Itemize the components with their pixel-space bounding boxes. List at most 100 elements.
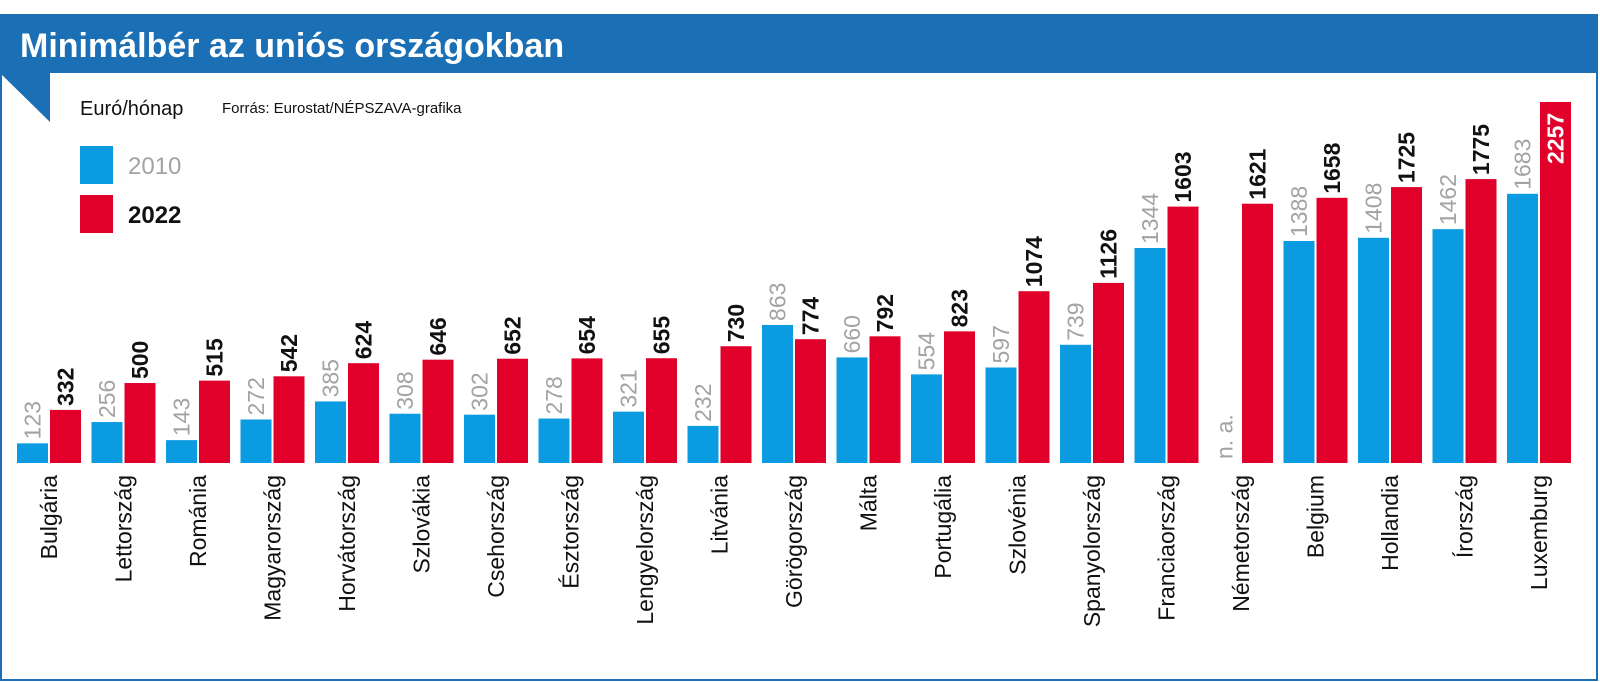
value-label-2010: 272	[243, 377, 269, 415]
bar-2022	[944, 331, 975, 463]
bar-2022	[199, 380, 230, 463]
bar-2010	[464, 414, 495, 463]
bar-2022	[1018, 291, 1050, 463]
legend-label-2010: 2010	[128, 153, 181, 180]
value-label-2010: 123	[20, 401, 46, 439]
legend-swatch-2010	[80, 146, 113, 184]
value-label-2010: 660	[839, 315, 865, 353]
value-label-2022: 654	[574, 316, 600, 355]
value-label-2022: 792	[872, 294, 898, 332]
bar-2022	[720, 346, 752, 463]
bar-2010	[389, 413, 421, 463]
bar-2022	[422, 359, 454, 463]
value-label-2010: 302	[467, 372, 493, 410]
value-label-2010: 863	[765, 283, 791, 321]
category-label: Spanyolország	[1079, 475, 1105, 627]
category-label: Belgium	[1303, 475, 1329, 558]
bar-2022	[1316, 197, 1348, 463]
bar-2010	[538, 418, 570, 463]
category-label: Csehország	[483, 475, 509, 598]
value-label-2022: 515	[202, 338, 228, 377]
bar-2010	[985, 367, 1017, 463]
value-label-2010: 1408	[1361, 183, 1387, 234]
category-label: Németország	[1228, 475, 1254, 612]
value-label-2022: 1658	[1319, 142, 1345, 193]
source-label: Forrás: Eurostat/NÉPSZAVA-grafika	[222, 100, 462, 117]
value-label-2022: 646	[425, 317, 451, 355]
bar-2022	[1391, 187, 1422, 463]
category-label: Szlovákia	[409, 475, 435, 574]
value-label-2022: 1775	[1468, 124, 1494, 175]
missing-value-label: n. a.	[1212, 414, 1238, 459]
bar-2010	[1283, 240, 1315, 463]
value-label-2010: 554	[914, 332, 940, 371]
bar-2010	[1507, 193, 1538, 463]
value-label-2010: 256	[94, 380, 120, 418]
value-label-2010: 385	[318, 359, 344, 397]
bar-2010	[911, 374, 942, 463]
value-label-2022: 2257	[1543, 113, 1569, 164]
bar-2022	[795, 339, 826, 463]
value-label-2022: 1621	[1245, 148, 1271, 199]
bar-2022	[50, 409, 81, 463]
bar-2010	[1060, 344, 1091, 463]
value-label-2010: 597	[988, 325, 1014, 363]
bar-2022	[646, 358, 677, 463]
value-label-2022: 730	[723, 304, 749, 342]
value-label-2022: 500	[127, 341, 153, 379]
bar-2022	[1167, 206, 1199, 463]
value-label-2010: 321	[616, 369, 642, 407]
header-bar	[0, 15, 1598, 73]
chart-title: Minimálbér az uniós országokban	[20, 27, 564, 65]
bar-2010	[315, 401, 346, 463]
value-label-2010: 278	[541, 376, 567, 414]
category-label: Magyarország	[260, 475, 286, 621]
bar-2010	[613, 411, 644, 463]
value-label-2010: 739	[1063, 302, 1089, 340]
value-label-2022: 774	[798, 297, 824, 336]
value-label-2010: 1388	[1286, 186, 1312, 237]
bar-2022	[1242, 203, 1273, 463]
bar-2010	[836, 357, 868, 463]
value-label-2022: 542	[276, 334, 302, 372]
category-label: Hollandia	[1377, 475, 1403, 571]
unit-label: Euró/hónap	[80, 98, 183, 120]
value-label-2010: 232	[690, 384, 716, 422]
bar-2010	[91, 422, 123, 463]
bar-2022	[1093, 282, 1124, 463]
bar-2022	[497, 358, 528, 463]
value-label-2022: 655	[649, 316, 675, 355]
category-label: Horvátország	[334, 475, 360, 612]
bar-2022	[348, 363, 379, 463]
value-label-2010: 1344	[1137, 193, 1163, 244]
bar-2022	[571, 358, 603, 463]
value-label-2010: 1683	[1510, 139, 1536, 190]
category-label: Litvánia	[707, 475, 733, 554]
category-label: Bulgária	[36, 475, 62, 560]
category-label: Románia	[185, 475, 211, 567]
bar-2010	[1358, 237, 1389, 463]
value-label-2010: 1462	[1435, 174, 1461, 225]
category-label: Görögország	[781, 475, 807, 608]
category-label: Lettország	[111, 475, 137, 582]
category-label: Lengyelország	[632, 475, 658, 625]
category-label: Portugália	[930, 475, 956, 579]
value-label-2022: 1074	[1021, 236, 1047, 287]
bar-2022	[124, 383, 156, 463]
bar-2010	[687, 425, 719, 463]
legend-swatch-2022	[80, 195, 113, 233]
category-label: Szlovénia	[1005, 475, 1031, 575]
bar-2010	[1134, 248, 1166, 463]
bar-2010	[17, 443, 48, 463]
bar-2010	[240, 419, 272, 463]
bar-2022	[869, 336, 901, 463]
bar-2022	[1465, 179, 1497, 464]
value-label-2022: 332	[53, 368, 79, 406]
bar-2010	[166, 440, 197, 463]
category-label: Franciaország	[1154, 475, 1180, 621]
value-label-2022: 624	[351, 321, 377, 360]
value-label-2022: 1603	[1170, 151, 1196, 202]
value-label-2022: 1126	[1096, 229, 1122, 279]
category-label: Írország	[1452, 475, 1478, 558]
